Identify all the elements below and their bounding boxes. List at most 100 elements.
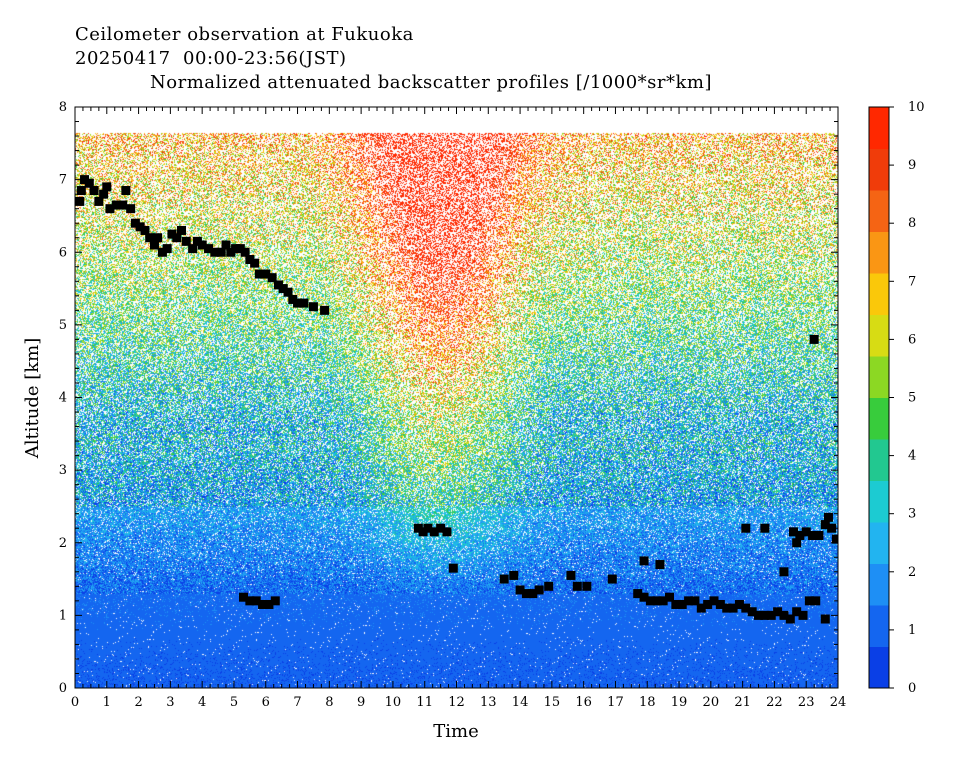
cloud-base-point <box>121 186 131 196</box>
cloud-base-point <box>76 186 86 196</box>
cloud-base-point <box>436 523 446 533</box>
cloud-base-point <box>192 236 202 246</box>
y-tick-label: 1 <box>59 608 67 623</box>
cloud-base-point <box>671 599 681 609</box>
y-tick-label: 6 <box>59 245 67 260</box>
cloud-base-point <box>633 589 643 599</box>
colorbar-tick-label: 3 <box>908 507 916 522</box>
cloud-base-point <box>709 596 719 606</box>
cloud-base-point <box>499 574 509 584</box>
cloud-base-point <box>566 570 576 580</box>
cloud-base-point <box>238 592 248 602</box>
cloud-base-point <box>188 244 198 254</box>
cloud-base-point <box>801 527 811 537</box>
cloud-base-point <box>226 247 236 257</box>
cloud-base-point <box>521 589 531 599</box>
heatmap-image <box>75 107 838 688</box>
colorbar-tick-label: 5 <box>908 391 916 406</box>
x-tick-label: 13 <box>480 695 497 710</box>
cloud-base-point <box>827 523 837 533</box>
colorbar-tick-label: 2 <box>908 565 916 580</box>
cloud-base-point <box>273 280 283 290</box>
colorbar-tick-label: 1 <box>908 623 916 638</box>
cloud-base-point <box>820 614 830 624</box>
cloud-base-point <box>779 567 789 577</box>
cloud-base-point <box>747 607 757 617</box>
cloud-base-point <box>75 196 85 206</box>
cloud-base-point <box>785 614 795 624</box>
cloud-base-point <box>278 284 288 294</box>
y-tick-label: 2 <box>59 536 67 551</box>
x-tick-label: 10 <box>385 695 402 710</box>
cloud-base-point <box>792 607 802 617</box>
cloud-base-point <box>157 247 167 257</box>
cloud-base-point <box>572 581 582 591</box>
y-tick-label: 8 <box>59 100 67 115</box>
cloud-base-point <box>804 596 814 606</box>
cloud-base-point <box>814 530 824 540</box>
cloud-base-point <box>135 222 145 232</box>
cloud-base-point <box>197 240 207 250</box>
cloud-base-point <box>99 189 109 199</box>
cloud-base-point <box>515 585 525 595</box>
cloud-base-point <box>582 581 592 591</box>
cloud-base-point <box>145 233 155 243</box>
cloud-base-point <box>831 534 838 544</box>
colorbar-segment <box>869 190 889 232</box>
cloud-base-point <box>181 236 191 246</box>
cloud-base-point <box>741 603 751 613</box>
cloud-base-point <box>734 599 744 609</box>
chart-title-line-3: Normalized attenuated backscatter profil… <box>150 72 713 93</box>
y-tick-label: 7 <box>59 173 67 188</box>
cloud-base-point <box>773 607 783 617</box>
backscatter-heatmap <box>75 107 838 688</box>
cloud-base-point <box>89 186 99 196</box>
cloud-base-point <box>792 538 802 548</box>
cloud-base-point <box>696 603 706 613</box>
cloud-base-point <box>130 218 140 228</box>
axes: 0 1 2 3 4 5 6 7 8 9 10 11 12 13 14 15 16 17 18 19 20 21 22 23 24… <box>59 100 847 710</box>
cloud-base-point <box>84 178 94 188</box>
cloud-base-point <box>210 247 220 257</box>
colorbar-tick-label: 0 <box>908 681 916 696</box>
cloud-base-point <box>172 233 182 243</box>
cloud-base-point <box>728 603 738 613</box>
colorbar-segment <box>869 563 889 606</box>
cloud-base-point <box>820 520 830 530</box>
cloud-base-point <box>267 273 277 283</box>
x-tick-label: 5 <box>230 695 238 710</box>
cloud-base-point <box>231 244 241 254</box>
cloud-base-point <box>162 244 172 254</box>
colorbar-tick-label: 10 <box>908 100 925 115</box>
cloud-base-point <box>423 523 433 533</box>
cloud-base-point <box>221 240 231 250</box>
cloud-base-point <box>808 530 818 540</box>
colorbar-segment <box>869 646 889 689</box>
colorbar-tick-label: 8 <box>908 216 916 231</box>
x-tick-label: 11 <box>416 695 433 710</box>
cloud-base-point <box>240 247 250 257</box>
colorbar-segment <box>869 605 889 647</box>
cloud-base-point <box>293 298 303 308</box>
cloud-base-point <box>111 200 121 210</box>
cloud-base-point <box>270 596 280 606</box>
cloud-base-point <box>413 523 423 533</box>
x-tick-label: 4 <box>198 695 206 710</box>
colorbar: 0 1 2 3 4 5 6 7 8 9 10 <box>868 100 925 696</box>
x-tick-label: 9 <box>357 695 365 710</box>
cloud-base-point <box>140 225 150 235</box>
x-tick-label: 12 <box>448 695 465 710</box>
cloud-base-point <box>80 175 90 185</box>
cloud-base-point <box>703 599 713 609</box>
cloud-base-point <box>235 244 245 254</box>
x-tick-label: 21 <box>734 695 751 710</box>
colorbar-segment <box>869 148 889 191</box>
cloud-base-point <box>823 512 833 522</box>
x-axis-title: Time <box>433 721 478 742</box>
colorbar-segment <box>869 107 889 149</box>
colorbar-segment <box>869 522 889 564</box>
cloud-base-point <box>655 560 665 570</box>
cloud-base-point <box>741 523 751 533</box>
cloud-base-point <box>809 334 819 344</box>
